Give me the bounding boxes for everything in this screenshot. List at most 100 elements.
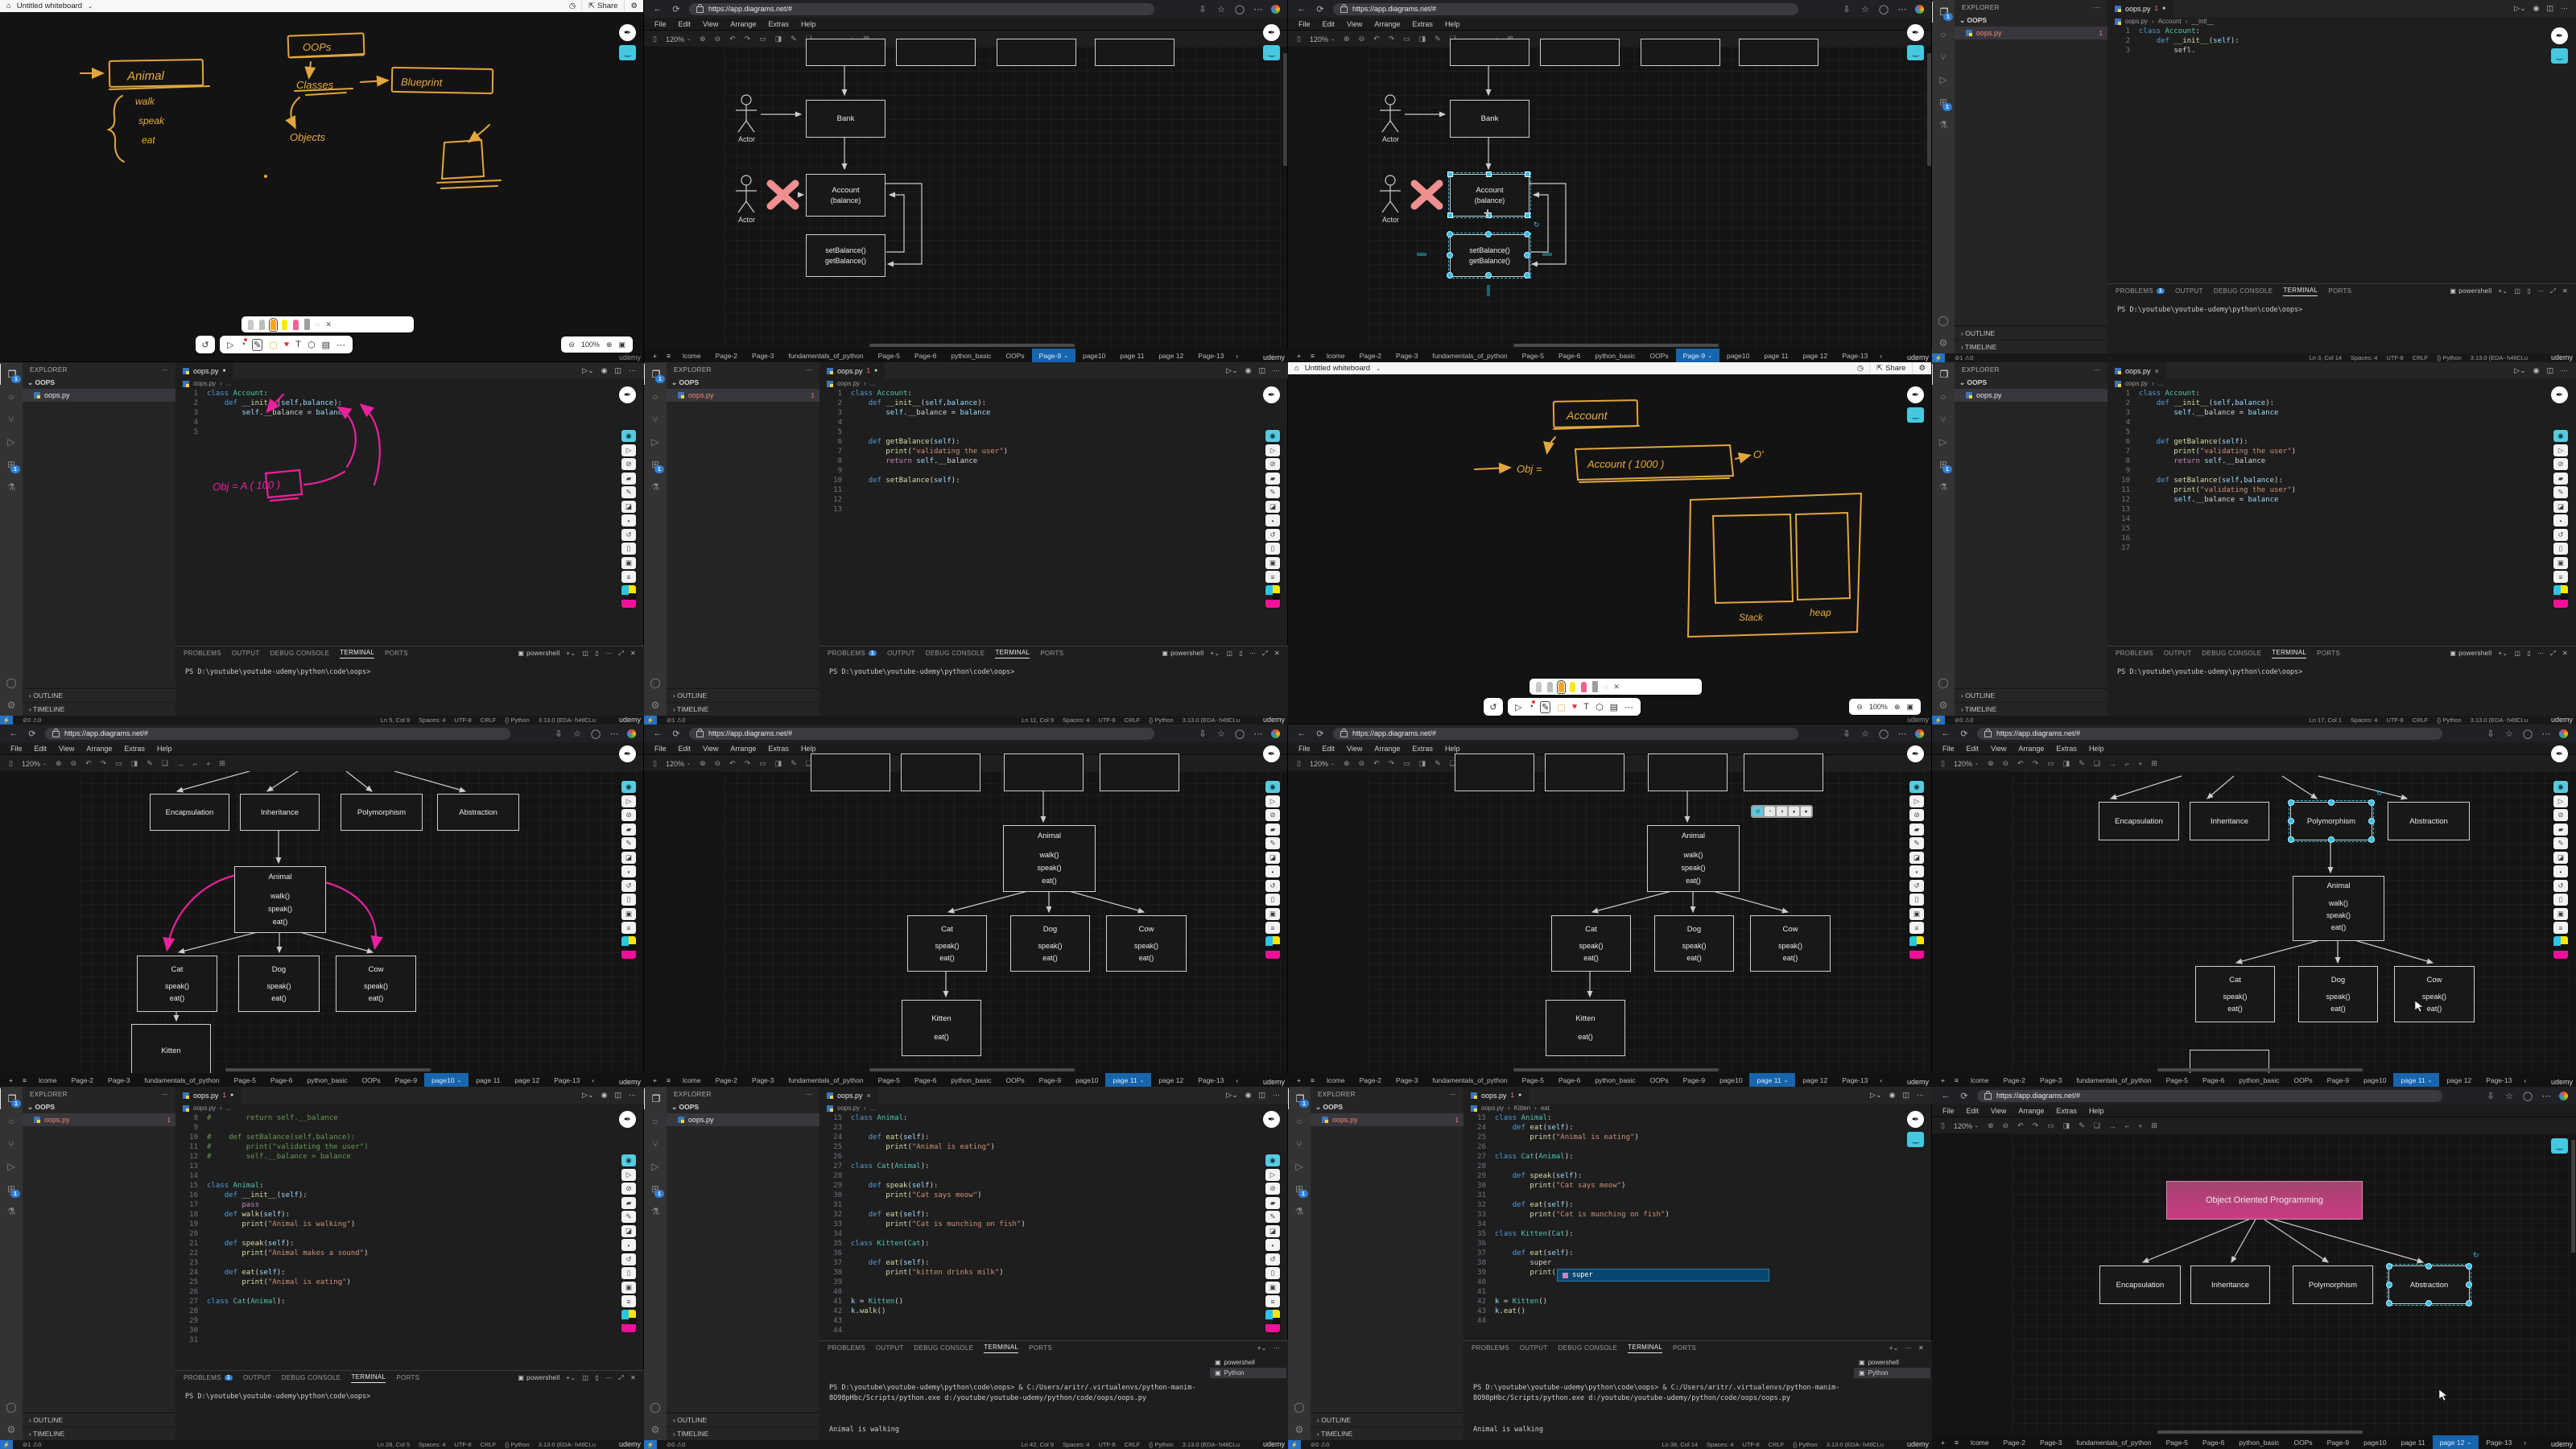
page-tab[interactable]: Page-3 <box>752 351 774 360</box>
epicpen-clipboard-icon[interactable]: ≡ <box>621 571 636 583</box>
page-tab[interactable]: page 12 <box>1158 1075 1184 1084</box>
code-line[interactable]: 27 class Cat(Animal): <box>189 1298 286 1306</box>
extensions-icon[interactable]: ⊞ 1 <box>1288 1179 1311 1199</box>
drawio-canvas[interactable]: Bank Account (balance) setBalance() getBal… <box>1288 39 1932 349</box>
page-tab[interactable]: Page-3 <box>1396 1075 1418 1084</box>
menu-item[interactable]: Arrange <box>1374 19 1401 28</box>
page-tab[interactable]: Page-9 <box>1038 1075 1062 1084</box>
epicpen-logo-icon[interactable]: ✒ <box>1263 24 1280 41</box>
split-editor-icon[interactable]: ◫ <box>1258 366 1265 374</box>
panel-more-icon[interactable]: ⋯ <box>605 650 613 657</box>
settings-gear-icon[interactable]: ⚙ <box>1938 337 1948 349</box>
dirty-indicator[interactable]: ● <box>2161 6 2166 11</box>
back-icon[interactable]: ← <box>653 729 663 738</box>
code-line[interactable]: 41 k = Kitten() <box>833 1298 904 1306</box>
run-debug-icon[interactable]: ▷ <box>651 1161 659 1172</box>
outline-section[interactable]: › OUTLINE <box>1955 326 2107 340</box>
code-line[interactable]: 16 def __init__(self): <box>189 1191 308 1199</box>
epicpen-eraser-icon[interactable]: ◪ <box>1265 500 1280 513</box>
panel-more-icon[interactable]: ⋯ <box>605 1374 613 1381</box>
epicpen-pen-off-icon[interactable]: ⊘ <box>1909 809 1924 821</box>
page-tab[interactable]: Page-9 <box>394 1075 418 1084</box>
redo-icon[interactable]: ↷ <box>744 35 751 43</box>
epicpen-clear-icon[interactable]: ▯ <box>2553 894 2568 906</box>
code-line[interactable]: 18 def walk(self): <box>189 1211 291 1219</box>
uml-box-partial[interactable] <box>1095 39 1174 66</box>
epicpen-screenshot-icon[interactable]: ▣ <box>1265 907 1280 920</box>
zoom-out-icon[interactable]: ⊖ <box>568 340 575 349</box>
panel-more-icon[interactable]: ⋯ <box>2537 650 2545 657</box>
waypoint-icon[interactable]: ⌐ <box>192 759 198 768</box>
epicpen-clipboard-icon[interactable]: ≡ <box>621 922 636 934</box>
epicpen-highlighter-icon[interactable]: ▰ <box>621 823 636 836</box>
scroll-tabs-icon[interactable]: ‹ <box>1236 351 1239 360</box>
code-line[interactable]: 34 <box>1477 1220 1486 1228</box>
zoom-out-icon[interactable]: ⊖ <box>1358 759 1365 767</box>
h-scrollbar[interactable] <box>869 344 1075 347</box>
page-tab[interactable]: python_basic <box>951 351 992 360</box>
uml-box-partial[interactable] <box>901 753 980 791</box>
box-dog[interactable]: Dog speak() eat() <box>2298 966 2378 1022</box>
split-terminal-icon[interactable]: ◫ <box>582 650 589 657</box>
tab-terminal[interactable]: TERMINAL <box>351 1373 386 1383</box>
browser-profile-icon[interactable] <box>1271 729 1280 738</box>
scroll-tabs-icon[interactable]: ‹ <box>592 1075 595 1084</box>
select-cursor-icon[interactable]: ▷ <box>1515 702 1522 712</box>
code-line[interactable]: 36 <box>1477 1240 1486 1248</box>
profile-avatar[interactable]: ◯ <box>2522 729 2533 739</box>
file-row-oopspy[interactable]: oops.py <box>23 389 175 402</box>
box-dog[interactable]: Dog speak() eat() <box>1010 915 1090 972</box>
epicpen-pen-off-icon[interactable]: ⊘ <box>621 458 636 470</box>
page-tab[interactable]: Page-6 <box>1558 1075 1581 1084</box>
page-tab[interactable]: fundamentals_of_python <box>1432 351 1508 360</box>
folder-row[interactable]: ⌄ OOPS <box>1315 1103 1344 1111</box>
epicpen-dot-icon[interactable]: • <box>1265 865 1280 877</box>
tab-terminal[interactable]: TERMINAL <box>2283 287 2318 296</box>
tab-problems[interactable]: PROBLEMS <box>1472 1344 1509 1352</box>
tab-problems[interactable]: PROBLEMS <box>2116 650 2153 657</box>
zoom-select[interactable]: 120% ⌄ <box>1953 1121 1979 1130</box>
menu-item[interactable]: File <box>654 19 667 28</box>
tab-ports[interactable]: PORTS <box>1673 1344 1697 1352</box>
code-line[interactable]: 44 <box>833 1327 842 1335</box>
close-panel-icon[interactable]: ✕ <box>630 1374 636 1381</box>
more-actions-icon[interactable]: ⋯ <box>161 366 168 374</box>
epicpen-logo-icon[interactable]: ✒ <box>1263 1111 1280 1128</box>
menu-item[interactable]: View <box>1347 744 1363 753</box>
zoom-in-icon[interactable]: ⊕ <box>1988 1121 1994 1129</box>
search-icon[interactable]: ○ <box>1296 1116 1302 1127</box>
epicpen-dot-icon[interactable]: • <box>621 514 636 526</box>
code-line[interactable]: 2 def __init__(self,balance): <box>193 399 343 407</box>
page-tab[interactable]: lcome <box>682 351 701 360</box>
timeline-section[interactable]: › TIMELINE <box>1311 1426 1463 1440</box>
page-tab[interactable]: Page-13 <box>1842 351 1868 360</box>
code-line[interactable]: 37 def eat(self): <box>833 1259 930 1267</box>
zoom-out-icon[interactable]: ⊖ <box>2002 1121 2009 1129</box>
terminal-output[interactable]: PS D:\youtube\youtube-udemy\python\code\… <box>185 668 371 676</box>
page-tab[interactable]: page 12 <box>1802 351 1828 360</box>
menu-item[interactable]: File <box>1942 744 1955 753</box>
install-icon[interactable]: ⇩ <box>555 729 563 739</box>
insert-icon[interactable]: + <box>206 759 211 768</box>
remote-icon[interactable]: ⚡ <box>1288 1440 1301 1449</box>
drawio-canvas[interactable]: Bank Account (balance) setBalance() getBal… <box>644 39 1288 349</box>
browser-menu-icon[interactable]: ⋯ <box>1897 729 1907 739</box>
lasso-icon[interactable]: ◌ <box>1604 683 1608 691</box>
source-control-icon[interactable]: ⑂ <box>1940 52 1946 63</box>
dirty-indicator[interactable]: ● <box>229 1092 234 1098</box>
page-tab[interactable]: Page-3 <box>752 1075 774 1084</box>
code-line[interactable]: 3 self.__balance = balance <box>2125 409 2279 417</box>
ruler-icon[interactable] <box>1592 681 1598 692</box>
page-tab[interactable]: Page-2 <box>715 351 738 360</box>
epicpen-color-swatches[interactable] <box>621 584 636 608</box>
settings-icon[interactable]: ⚙ <box>1918 364 1926 373</box>
tab-problems[interactable]: PROBLEMS <box>2116 287 2153 295</box>
smiley-icon[interactable]: ‿ <box>2551 48 2568 64</box>
epicpen-color-swatches[interactable] <box>1265 584 1280 608</box>
pen-gray-2[interactable] <box>1547 681 1553 692</box>
breadcrumb[interactable]: oops.py ›... <box>819 379 1288 388</box>
explorer-icon[interactable]: ❐ 1 <box>1288 1088 1311 1109</box>
epicpen-highlighter-icon[interactable]: ▰ <box>1265 472 1280 485</box>
menu-item[interactable]: Extras <box>768 744 789 753</box>
code-line[interactable]: 25 print("Animal is eating") <box>1477 1133 1639 1141</box>
